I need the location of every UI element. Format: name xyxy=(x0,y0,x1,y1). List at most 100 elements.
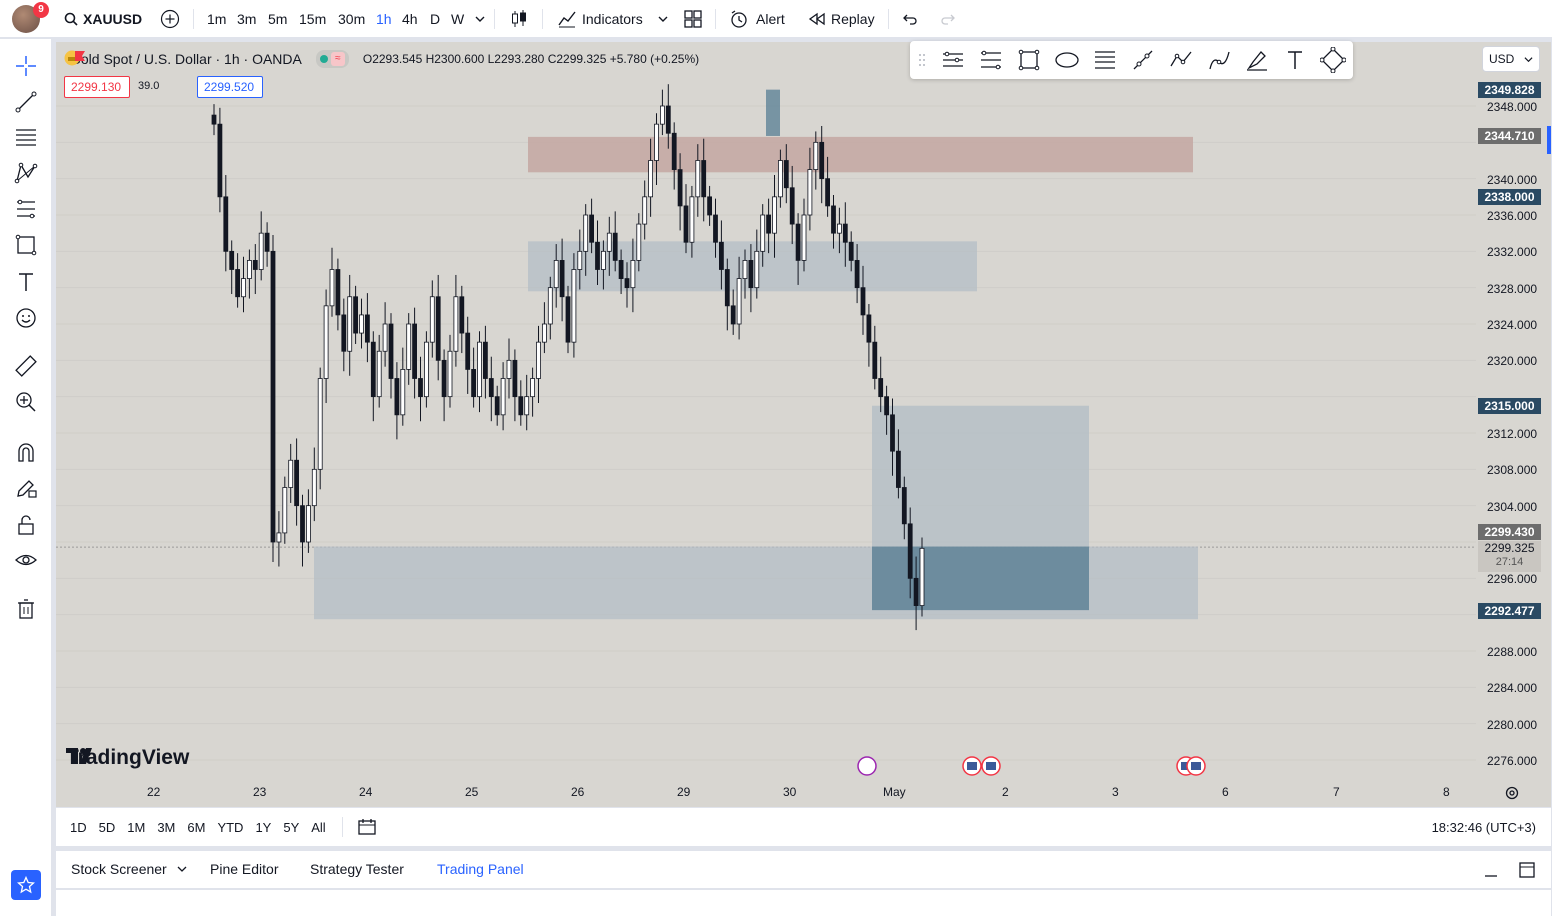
replay-button[interactable]: Replay xyxy=(808,0,875,38)
undo-button[interactable] xyxy=(902,0,918,38)
measure-tool[interactable] xyxy=(12,352,40,380)
timeframe-15m[interactable]: 15m xyxy=(299,11,327,27)
currency-select[interactable]: USD xyxy=(1482,46,1540,72)
range-6m[interactable]: 6M xyxy=(187,819,206,835)
timeframe-5m[interactable]: 5m xyxy=(268,11,288,27)
timeframe-d[interactable]: D xyxy=(430,11,441,27)
range-1m[interactable]: 1M xyxy=(127,819,146,835)
fav-rotated-rectangle-tool[interactable] xyxy=(1314,41,1352,79)
range-all[interactable]: All xyxy=(311,819,326,835)
crosshair-tool[interactable] xyxy=(12,52,40,80)
star-icon xyxy=(17,876,35,894)
candle-body xyxy=(801,214,807,261)
candle-body xyxy=(860,287,866,316)
fav-ellipse-tool[interactable] xyxy=(1048,41,1086,79)
range-5d[interactable]: 5D xyxy=(98,819,116,835)
pattern-tool[interactable] xyxy=(12,159,40,187)
fav-fib-tool[interactable] xyxy=(1086,41,1124,79)
timeframe-3m[interactable]: 3m xyxy=(237,11,257,27)
candle-body xyxy=(724,269,730,307)
clock-timezone[interactable]: 18:32:46 (UTC+3) xyxy=(1431,819,1536,835)
flag-icon[interactable] xyxy=(74,50,86,62)
calendar-icon[interactable] xyxy=(357,818,377,836)
fav-horizontal-lines-tool[interactable] xyxy=(934,41,972,79)
range-3m[interactable]: 3M xyxy=(157,819,176,835)
emoji-tool[interactable] xyxy=(12,304,40,332)
time-tick: 7 xyxy=(1333,785,1340,799)
fav-rectangle-tool[interactable] xyxy=(1010,41,1048,79)
candle-body xyxy=(848,241,854,261)
timeframe-1h[interactable]: 1h xyxy=(376,11,392,27)
tab-strategy-tester[interactable]: Strategy Tester xyxy=(310,861,404,877)
price-tick: 2280.000 xyxy=(1487,718,1538,732)
trend-line-tool[interactable] xyxy=(12,88,40,116)
candle-body xyxy=(748,260,754,289)
price-tick: 2284.000 xyxy=(1487,681,1538,695)
timeframe-4h[interactable]: 4h xyxy=(402,11,418,27)
candle-body xyxy=(807,169,813,216)
redo-button[interactable] xyxy=(940,0,956,38)
pencil-lock-icon xyxy=(17,480,37,498)
chart-pane[interactable]: Gold Spot / U.S. Dollar · 1h · OANDA ≈ O… xyxy=(56,42,1551,807)
status-indicators[interactable]: ≈ xyxy=(315,50,349,68)
sell-price-button[interactable]: 2299.130 xyxy=(64,76,130,98)
hide-drawings-tool[interactable] xyxy=(12,546,40,574)
us-flag-event-icon[interactable] xyxy=(981,756,1001,776)
minimize-icon[interactable] xyxy=(1483,865,1499,879)
watchlist-button[interactable] xyxy=(11,870,41,900)
maximize-icon[interactable] xyxy=(1518,861,1536,879)
stay-drawing-tool[interactable] xyxy=(12,474,40,502)
remove-drawings-tool[interactable] xyxy=(12,595,40,623)
tab-trading-panel[interactable]: Trading Panel xyxy=(437,861,524,877)
symbol-search[interactable]: XAUUSD xyxy=(64,0,142,38)
alert-button[interactable]: Alert xyxy=(729,0,785,38)
timeframe-dropdown[interactable] xyxy=(474,0,486,38)
fib-tool[interactable] xyxy=(12,123,40,151)
us-flag-event-icon[interactable] xyxy=(1186,756,1206,776)
indicators-button[interactable]: Indicators xyxy=(557,0,669,38)
range-ytd[interactable]: YTD xyxy=(217,819,244,835)
fav-path-tool[interactable] xyxy=(1162,41,1200,79)
zoom-in-tool[interactable] xyxy=(12,388,40,416)
tab-pine-editor[interactable]: Pine Editor xyxy=(210,861,279,877)
candle-body xyxy=(707,196,712,216)
tradingview-logo[interactable]: TradingView xyxy=(66,746,189,770)
magnet-tool[interactable] xyxy=(12,438,40,466)
fav-curve-tool[interactable] xyxy=(1200,41,1238,79)
rewind-icon xyxy=(808,12,825,26)
chart-type-button[interactable] xyxy=(508,0,530,38)
range-5y[interactable]: 5Y xyxy=(283,819,300,835)
candle-body xyxy=(270,250,276,543)
bottom-panel-tabs: Stock Screener Pine Editor Strategy Test… xyxy=(56,851,1551,889)
candlestick-chart[interactable] xyxy=(56,42,1551,807)
candle-body xyxy=(288,459,294,488)
rectangle-tool[interactable] xyxy=(12,231,40,259)
fav-ray-tool[interactable] xyxy=(1124,41,1162,79)
layouts-button[interactable] xyxy=(683,0,703,38)
text-tool[interactable] xyxy=(12,268,40,296)
settings-gear-icon[interactable] xyxy=(1504,785,1520,801)
candles-icon xyxy=(512,10,526,27)
fav-text-tool[interactable] xyxy=(1276,41,1314,79)
symbol-description[interactable]: Gold Spot / U.S. Dollar · 1h · OANDA xyxy=(70,51,302,67)
lock-drawings-tool[interactable] xyxy=(12,511,40,539)
horizontal-lines-icon xyxy=(16,129,36,146)
fav-channel-tool[interactable] xyxy=(972,41,1010,79)
timeframe-30m[interactable]: 30m xyxy=(338,11,366,27)
tab-stock-screener[interactable]: Stock Screener xyxy=(71,851,187,889)
range-1y[interactable]: 1Y xyxy=(255,819,272,835)
buy-price-button[interactable]: 2299.520 xyxy=(197,76,263,98)
us-flag-event-icon[interactable] xyxy=(962,756,982,776)
candle-body xyxy=(553,260,559,289)
timeframe-w[interactable]: W xyxy=(451,11,465,27)
compare-add-button[interactable] xyxy=(160,0,180,38)
drawing-floating-toolbar xyxy=(910,41,1353,79)
ohlc-values: O2293.545 H2300.600 L2293.280 C2299.325 … xyxy=(362,52,700,66)
price-label-stop: 2338.000 xyxy=(1478,189,1541,205)
drag-handle[interactable] xyxy=(910,41,934,79)
timeframe-1m[interactable]: 1m xyxy=(207,11,227,27)
earnings-event-icon[interactable] xyxy=(857,756,877,776)
fav-highlighter-tool[interactable] xyxy=(1238,41,1276,79)
range-1d[interactable]: 1D xyxy=(70,819,87,835)
forecast-tool[interactable] xyxy=(12,195,40,223)
